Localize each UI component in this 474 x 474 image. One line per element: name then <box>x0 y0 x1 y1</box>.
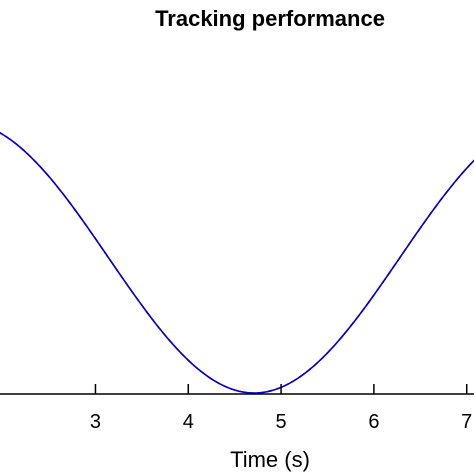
plot-area <box>0 131 474 394</box>
series-line-1 <box>0 131 474 394</box>
x-axis-label: Time (s) <box>230 447 310 472</box>
x-tick-label-4: 4 <box>183 411 194 433</box>
x-tick-label-3: 3 <box>90 411 101 433</box>
x-tick-label-5: 5 <box>276 411 287 433</box>
x-axis: 3 4 5 6 7 <box>0 384 474 433</box>
x-tick-label-6: 6 <box>368 411 379 433</box>
series-line-0 <box>0 131 474 394</box>
chart-title: Tracking performance <box>155 6 385 31</box>
x-tick-label-7: 7 <box>461 411 472 433</box>
